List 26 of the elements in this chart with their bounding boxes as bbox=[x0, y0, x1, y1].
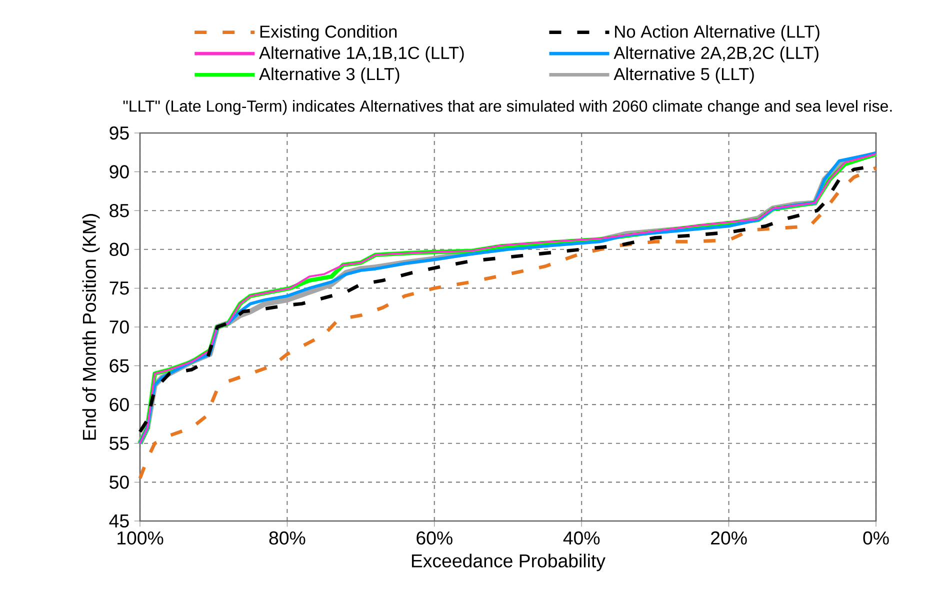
y-tick-label: 50 bbox=[110, 476, 129, 489]
y-tick-label: 70 bbox=[110, 320, 129, 334]
legend-label: Alternative 3 (LLT) bbox=[259, 67, 400, 84]
y-tick-label: 60 bbox=[110, 398, 129, 412]
text: "LLT" (Late Long-Term) indicates Alternatives that are simulated with 2060 climate change and sea level rise. bbox=[123, 100, 892, 115]
legend-label: Alternative 5 (LLT) bbox=[614, 67, 754, 84]
x-tick-label: 20% bbox=[711, 531, 747, 545]
legend-label: Existing Condition bbox=[260, 25, 397, 42]
x-tick-label: 0% bbox=[863, 531, 889, 545]
x-tick-label: 100% bbox=[118, 531, 164, 545]
x-tick-label: 60% bbox=[416, 531, 452, 545]
y-tick-label: 95 bbox=[110, 126, 129, 140]
x-axis-title: Exceedance Probability bbox=[412, 554, 606, 572]
y-axis-title: End of Month Position (KM) bbox=[82, 214, 100, 440]
y-tick-label: 75 bbox=[110, 282, 129, 295]
y-tick-label: 90 bbox=[110, 165, 129, 178]
y-tick-label: 85 bbox=[110, 204, 129, 218]
y-tick-label: 80 bbox=[110, 242, 129, 256]
legend-label: Alternative 1A,1B,1C (LLT) bbox=[259, 46, 464, 62]
x-tick-label: 80% bbox=[269, 531, 306, 545]
y-tick-label: 55 bbox=[110, 436, 129, 450]
legend-label: No Action Alternative (LLT) bbox=[615, 25, 820, 42]
legend-label: Alternative 2A,2B,2C (LLT) bbox=[614, 46, 818, 62]
x-tick-label: 40% bbox=[563, 531, 600, 545]
y-tick-label: 45 bbox=[109, 514, 129, 528]
y-tick-label: 65 bbox=[110, 359, 129, 372]
